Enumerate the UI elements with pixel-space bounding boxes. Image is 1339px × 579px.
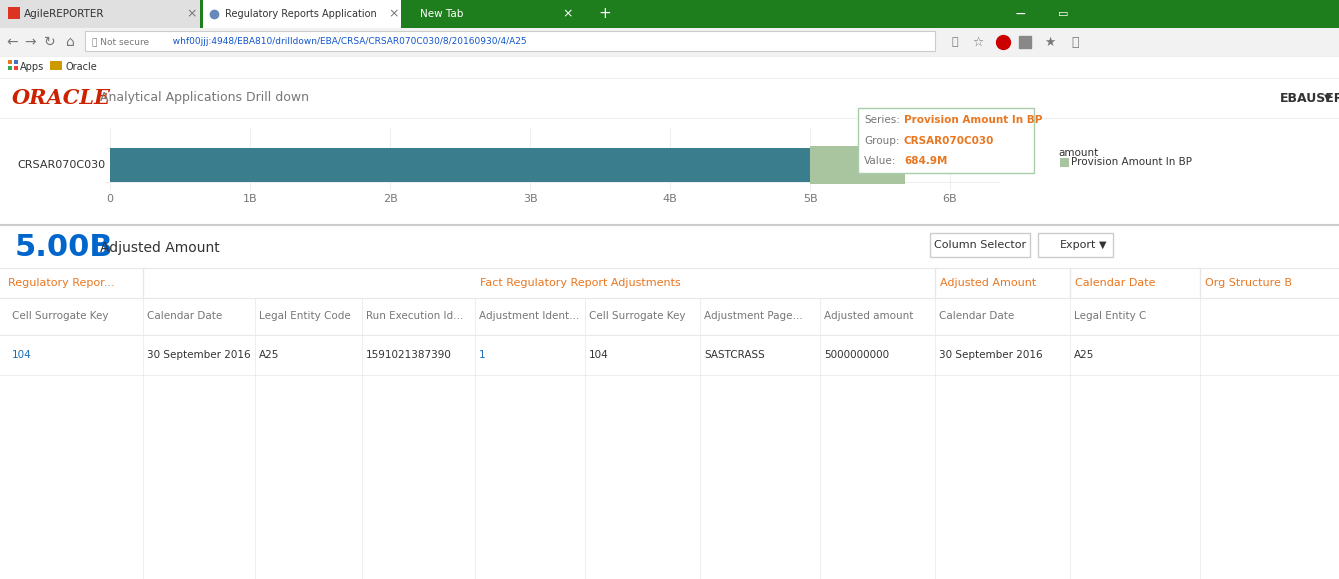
Text: ×: × [388,8,399,20]
Text: 104: 104 [589,350,609,360]
Text: Apps: Apps [20,62,44,72]
Text: 5000000000: 5000000000 [823,350,889,360]
Text: ⌂: ⌂ [66,35,75,49]
Text: 30 September 2016: 30 September 2016 [939,350,1043,360]
Text: Adjustment Page...: Adjustment Page... [704,311,802,321]
Text: Series:: Series: [864,115,900,125]
Bar [13,60,17,64]
Bar [110,148,810,182]
Text: Cell Surrogate Key: Cell Surrogate Key [589,311,686,321]
Bar [858,108,1034,173]
Text: Adjustment Ident...: Adjustment Ident... [479,311,580,321]
Text: ×: × [186,8,197,20]
Bar [0,118,1339,225]
Text: ⓘ Not secure: ⓘ Not secure [92,38,149,46]
Bar [0,0,200,28]
Text: −: − [1014,7,1026,21]
Bar [8,60,12,64]
Text: 5.00B: 5.00B [15,233,114,262]
Text: 1591021387390: 1591021387390 [366,350,451,360]
Text: Value:: Value: [864,156,896,166]
Text: ←: ← [7,35,17,49]
Text: Group:: Group: [864,136,900,146]
Bar [204,0,400,28]
Bar [0,268,1339,298]
Bar [0,0,1339,28]
Text: 2B: 2B [383,194,398,204]
Text: Regulatory Repor...: Regulatory Repor... [8,278,115,288]
Text: ★: ★ [1044,35,1055,49]
Bar [13,66,17,70]
Text: Calendar Date: Calendar Date [939,311,1014,321]
Text: EBAUSER: EBAUSER [1280,91,1339,104]
Text: ☆: ☆ [972,35,984,49]
Text: Legal Entity C: Legal Entity C [1074,311,1146,321]
Text: amount: amount [1058,148,1098,158]
Text: 30 September 2016: 30 September 2016 [147,350,250,360]
Bar [931,233,1030,257]
Bar [8,7,20,19]
Bar [0,28,1339,56]
Bar [50,61,62,70]
Text: 104: 104 [12,350,32,360]
Text: Cell Surrogate Key: Cell Surrogate Key [12,311,108,321]
Text: 5B: 5B [802,194,817,204]
Bar [8,66,12,70]
Text: Provision Amount In BP: Provision Amount In BP [1071,157,1192,167]
Bar [0,78,1339,118]
Text: Oracle: Oracle [66,62,96,72]
Text: Adjusted amount: Adjusted amount [823,311,913,321]
Bar [810,146,905,184]
Text: whf00jjj:4948/EBA810/drilldown/EBA/CRSA/CRSAR070C030/8/20160930/4/A25: whf00jjj:4948/EBA810/drilldown/EBA/CRSA/… [167,38,526,46]
Text: Analytical Applications Drill down: Analytical Applications Drill down [100,91,309,104]
Bar [0,335,1339,375]
Bar [1038,233,1113,257]
Text: Calendar Date: Calendar Date [147,311,222,321]
Bar [0,298,1339,335]
Text: CRSAR070C030: CRSAR070C030 [904,136,995,146]
Text: 4B: 4B [663,194,678,204]
Text: 0: 0 [107,194,114,204]
Text: Fact Regulatory Report Adjustments: Fact Regulatory Report Adjustments [479,278,680,288]
Text: ×: × [562,8,573,20]
Text: Column Selector: Column Selector [933,240,1026,250]
Text: →: → [24,35,36,49]
Text: 1B: 1B [242,194,257,204]
Text: SASTCRASS: SASTCRASS [704,350,765,360]
Text: 6B: 6B [911,160,925,170]
Text: ↻: ↻ [44,35,56,49]
Text: CRSAR070C030: CRSAR070C030 [17,160,104,170]
Text: A25: A25 [1074,350,1094,360]
Text: Regulatory Reports Application: Regulatory Reports Application [225,9,376,19]
Bar [0,56,1339,78]
Text: 3B: 3B [522,194,537,204]
Text: 6B: 6B [943,194,957,204]
Text: 1: 1 [479,350,486,360]
Text: ▼: ▼ [1099,240,1107,250]
Text: 684.9M: 684.9M [904,156,948,166]
Text: Legal Entity Code: Legal Entity Code [258,311,351,321]
Text: ▭: ▭ [1058,9,1069,19]
Text: ▼: ▼ [1324,93,1332,103]
Text: Export: Export [1060,240,1097,250]
Bar [0,375,1339,579]
Text: 👤: 👤 [1071,35,1079,49]
Bar [0,225,1339,268]
Text: 🔍: 🔍 [952,37,959,47]
Text: A25: A25 [258,350,280,360]
Bar [84,31,935,51]
Text: Adjusted Amount: Adjusted Amount [940,278,1036,288]
Text: AgileREPORTER: AgileREPORTER [24,9,104,19]
Text: New Tab: New Tab [420,9,463,19]
Text: ORACLE: ORACLE [12,88,111,108]
Text: Calendar Date: Calendar Date [1075,278,1156,288]
Text: Provision Amount In BP: Provision Amount In BP [904,115,1042,125]
Text: Run Execution Id...: Run Execution Id... [366,311,463,321]
Text: Adjusted Amount: Adjusted Amount [100,241,220,255]
Text: +: + [599,6,612,21]
Bar [1060,158,1069,167]
Text: Org Structure B: Org Structure B [1205,278,1292,288]
